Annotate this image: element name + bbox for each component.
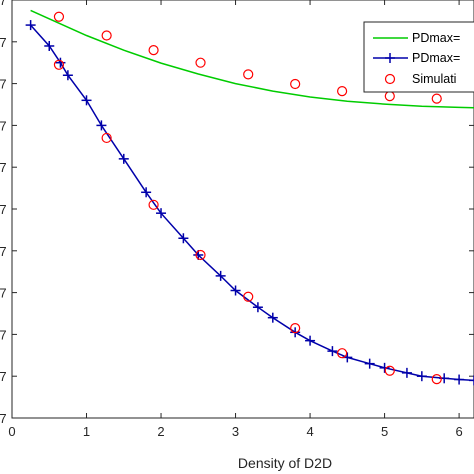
data-point-plus — [118, 153, 129, 164]
y-tick-label: 7 — [0, 0, 7, 8]
legend-label-2: PDmax= — [412, 51, 460, 65]
legend-box — [363, 21, 474, 93]
data-point-plus — [55, 57, 66, 68]
data-point-plus — [252, 302, 263, 313]
y-tick-label: 7 — [0, 77, 7, 92]
data-point-circle — [243, 69, 254, 80]
data-point-plus — [305, 335, 316, 346]
x-tick-label: 4 — [306, 424, 313, 439]
x-axis-label: Density of D2D — [238, 455, 332, 471]
x-tick-label: 2 — [157, 424, 164, 439]
data-point-plus — [327, 346, 338, 357]
x-tick-label: 6 — [455, 424, 462, 439]
data-point-circle — [384, 365, 395, 376]
legend-circle-marker — [384, 73, 396, 85]
data-point-circle — [148, 45, 159, 56]
data-point-plus — [178, 233, 189, 244]
data-point-plus — [267, 312, 278, 323]
series-layer — [30, 9, 474, 382]
data-point-plus — [416, 371, 427, 382]
y-tick-label: 7 — [0, 160, 7, 175]
data-point-plus — [215, 270, 226, 281]
y-tick-label: 7 — [0, 411, 7, 426]
data-point-circle — [53, 11, 65, 22]
data-point-plus — [401, 367, 412, 378]
legend-label-3: Simulati — [412, 72, 456, 86]
data-point-plus — [25, 20, 36, 31]
y-tick-label: 7 — [0, 369, 7, 384]
y-tick-label: 7 — [0, 35, 7, 50]
data-point-plus — [44, 40, 55, 51]
data-point-plus — [81, 95, 92, 106]
data-point-circle — [431, 374, 442, 385]
data-point-circle — [337, 86, 348, 97]
markers-layer — [25, 11, 474, 386]
data-point-plus — [454, 374, 465, 385]
data-point-circle — [195, 57, 206, 68]
y-tick-label: 7 — [0, 244, 7, 259]
x-tick-label: 1 — [83, 424, 90, 439]
data-point-circle — [290, 78, 301, 90]
ticks-layer: 0 1 2 3 4 5 6 7 7 7 7 7 7 7 7 7 7 7 — [0, 0, 474, 439]
data-point-circle — [101, 30, 112, 41]
data-point-plus — [96, 120, 107, 131]
data-point-plus — [364, 358, 375, 369]
series-line-2 — [30, 24, 474, 382]
y-tick-label: 7 — [0, 327, 7, 342]
y-tick-label: 7 — [0, 286, 7, 301]
data-point-plus — [379, 362, 390, 373]
data-point-circle — [195, 249, 206, 261]
data-point-circle — [148, 199, 159, 210]
data-point-plus — [156, 208, 167, 219]
y-tick-label: 7 — [0, 202, 7, 217]
data-point-circle — [337, 348, 348, 359]
x-tick-label: 5 — [381, 424, 388, 439]
data-point-circle — [431, 93, 442, 104]
legend: PDmax= PDmax= Simulati — [363, 21, 474, 93]
legend-label-1: PDmax= — [412, 31, 460, 45]
data-point-plus — [230, 285, 241, 296]
series-line-1 — [30, 9, 474, 109]
data-point-plus — [62, 70, 73, 81]
y-tick-label: 7 — [0, 118, 7, 133]
data-point-circle — [101, 132, 112, 144]
data-point-plus — [193, 249, 204, 260]
x-tick-label: 3 — [232, 424, 239, 439]
x-tick-label: 0 — [8, 424, 15, 439]
data-point-circle — [243, 291, 254, 302]
data-point-circle — [290, 323, 301, 334]
legend-plus-marker — [385, 53, 395, 63]
data-point-plus — [469, 375, 474, 386]
data-point-plus — [141, 187, 152, 198]
data-point-circle — [53, 59, 65, 70]
